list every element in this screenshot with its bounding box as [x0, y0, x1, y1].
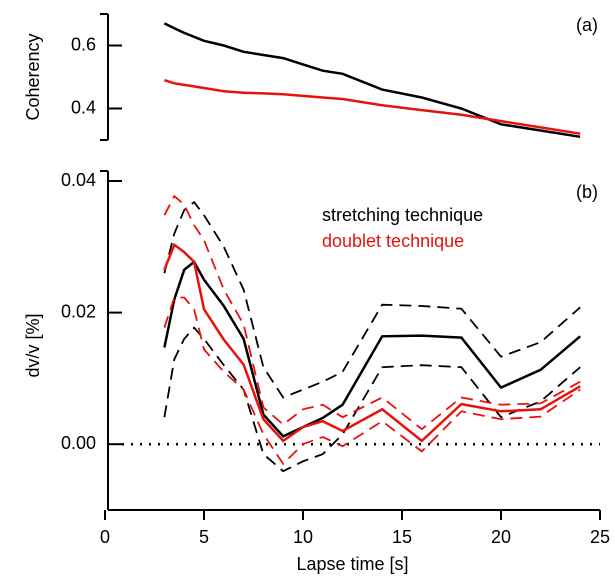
y-tick-label: 0.02 — [61, 301, 96, 321]
line — [163, 242, 581, 443]
legend-entry: stretching technique — [322, 205, 483, 225]
panel-label: (b) — [576, 182, 598, 202]
y-tick-label: 0.04 — [61, 170, 96, 190]
y-tick-label: 0.6 — [71, 34, 96, 54]
y-tick-label: 0.4 — [71, 97, 96, 117]
x-tick-label: 20 — [491, 527, 511, 547]
y-axis-label: dv/v [%] — [23, 313, 43, 377]
x-tick-label: 5 — [199, 527, 209, 547]
x-tick-label: 10 — [293, 527, 313, 547]
line — [164, 79, 581, 135]
line — [163, 260, 582, 438]
y-axis-label: Coherency — [23, 33, 43, 120]
dashed-line — [163, 200, 581, 399]
dashed-line — [163, 194, 581, 431]
x-tick-label: 15 — [392, 527, 412, 547]
x-tick-label: 0 — [100, 527, 110, 547]
panel-label: (a) — [576, 15, 598, 35]
y-tick-label: 0.00 — [61, 433, 96, 453]
line — [163, 22, 581, 139]
x-tick-label: 25 — [590, 527, 610, 547]
x-axis-label: Lapse time [s] — [296, 554, 408, 574]
dashed-line — [163, 296, 581, 466]
legend-entry: doublet technique — [322, 231, 464, 251]
dashed-line — [163, 326, 581, 473]
